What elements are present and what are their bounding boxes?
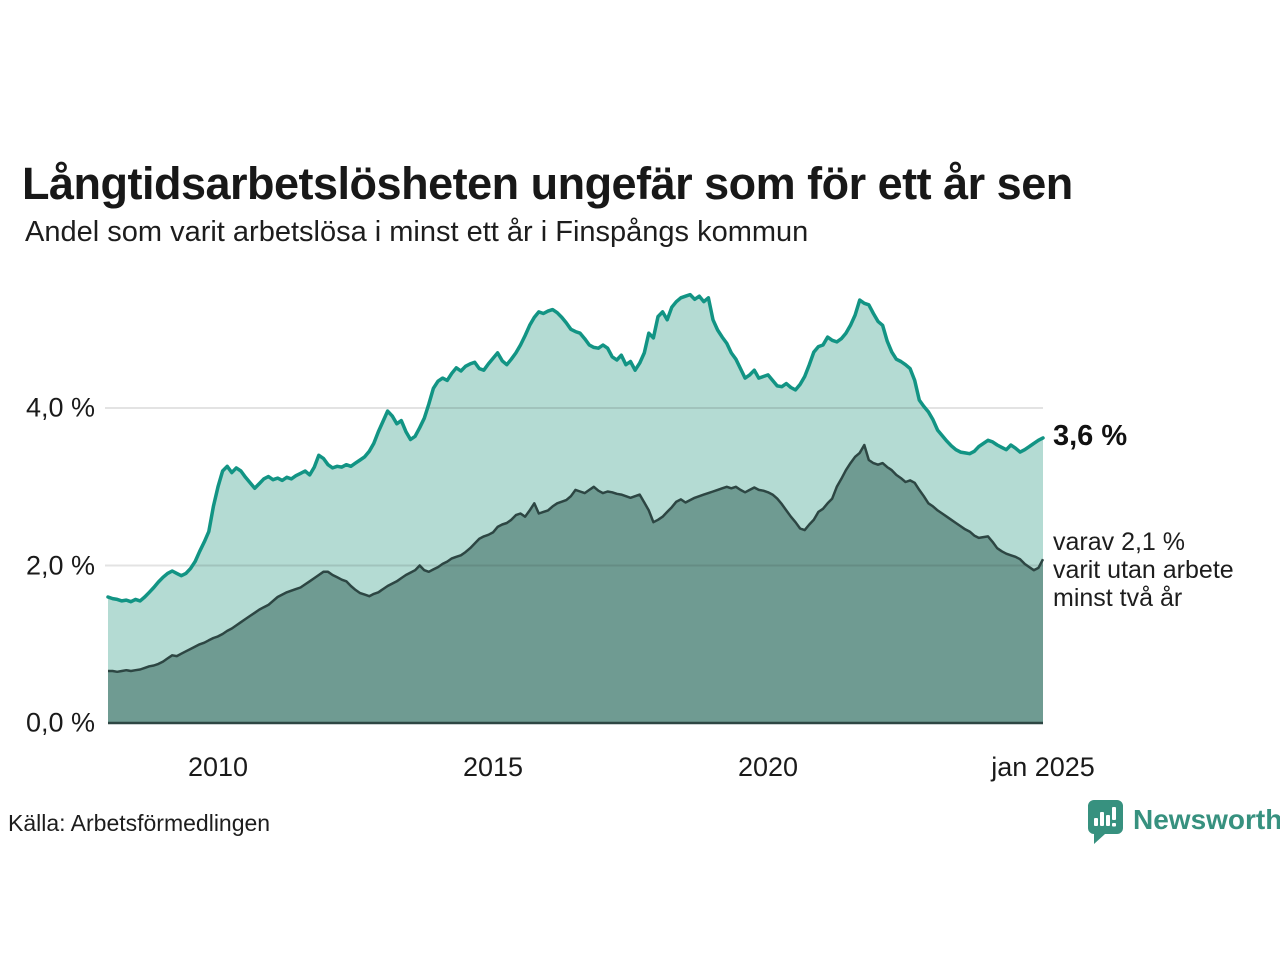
icon-exclamation-dot <box>1112 823 1116 827</box>
two-years-end-note-line1: varav 2,1 % <box>1053 528 1186 556</box>
x-axis-label-2020: 2020 <box>737 752 799 782</box>
two-years-end-note-line3: minst två år <box>1053 584 1183 612</box>
page-title: Långtidsarbetslösheten ungefär som för e… <box>22 158 1073 210</box>
x-axis-label-2015: 2015 <box>462 752 524 782</box>
newsworthy-wordmark: Newsworthy <box>1133 804 1280 835</box>
series-two-years-line <box>108 443 1045 674</box>
gridlines <box>105 407 1043 567</box>
series-total-line <box>106 292 1045 604</box>
chart-subtitle: Andel som varit arbetslösa i minst ett å… <box>25 216 809 248</box>
icon-exclamation-bar <box>1112 807 1116 820</box>
icon-bar-2 <box>1100 812 1104 826</box>
icon-bar-3 <box>1106 815 1110 826</box>
series-two-years-area <box>108 445 1043 723</box>
two-years-end-note: varav 2,1 % varit utan arbete minst två … <box>1053 528 1234 612</box>
y-axis-label-4: 4,0 % <box>25 392 95 423</box>
x-axis-label-jan-2025: jan 2025 <box>991 752 1095 782</box>
total-end-value-label: 3,6 % <box>1053 419 1128 452</box>
icon-bar-1 <box>1094 818 1098 826</box>
x-axis-label-2010: 2010 <box>187 752 249 782</box>
newsworthy-bubble-chart-icon <box>1088 800 1123 844</box>
y-axis-label-0: 0,0 % <box>25 707 95 738</box>
source-credit: Källa: Arbetsförmedlingen <box>8 810 271 836</box>
newsworthy-logo: Newsworthy <box>1086 799 1280 845</box>
y-axis-label-2: 2,0 % <box>25 550 95 580</box>
two-years-end-note-line2: varit utan arbete <box>1053 556 1234 584</box>
